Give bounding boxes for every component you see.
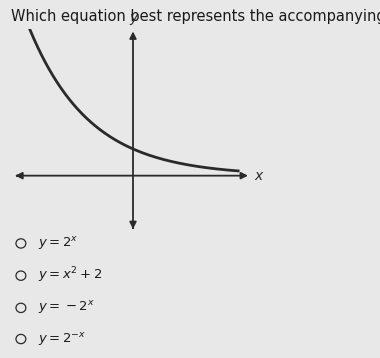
Text: x: x [254, 169, 263, 183]
Text: Which equation best represents the accompanying graph?: Which equation best represents the accom… [11, 9, 380, 24]
Text: $y = 2^{-x}$: $y = 2^{-x}$ [38, 330, 86, 348]
Text: $y = x^2 + 2$: $y = x^2 + 2$ [38, 266, 103, 285]
Text: $y = -2^x$: $y = -2^x$ [38, 299, 95, 316]
Text: y: y [129, 11, 137, 25]
Text: $y = 2^x$: $y = 2^x$ [38, 235, 79, 252]
